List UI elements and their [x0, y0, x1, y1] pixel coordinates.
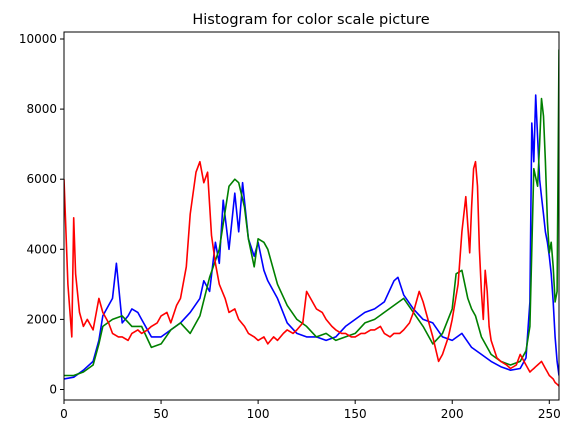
y-tick-label: 6000	[26, 172, 57, 186]
y-tick-label: 8000	[26, 102, 57, 116]
series-layer	[64, 49, 559, 387]
x-tick-label: 50	[153, 407, 168, 421]
series-line-2	[64, 160, 559, 387]
series-line-0	[64, 94, 559, 380]
y-tick-label: 0	[49, 382, 57, 396]
chart-title: Histogram for color scale picture	[192, 12, 429, 28]
series-line-1	[64, 49, 559, 377]
y-tick-label: 2000	[26, 312, 57, 326]
plot-frame	[63, 31, 560, 401]
y-tick-label: 4000	[26, 242, 57, 256]
x-tick-label: 100	[247, 407, 270, 421]
y-tick-label: 10000	[19, 32, 57, 46]
x-tick-label: 250	[538, 407, 561, 421]
x-axis-ticks: 0 50 100 150 200 250	[60, 400, 561, 421]
x-tick-label: 200	[441, 407, 464, 421]
x-tick-label: 150	[344, 407, 367, 421]
y-axis-ticks: 0 2000 4000 6000 8000 10000	[19, 32, 64, 396]
x-tick-label: 0	[60, 407, 68, 421]
